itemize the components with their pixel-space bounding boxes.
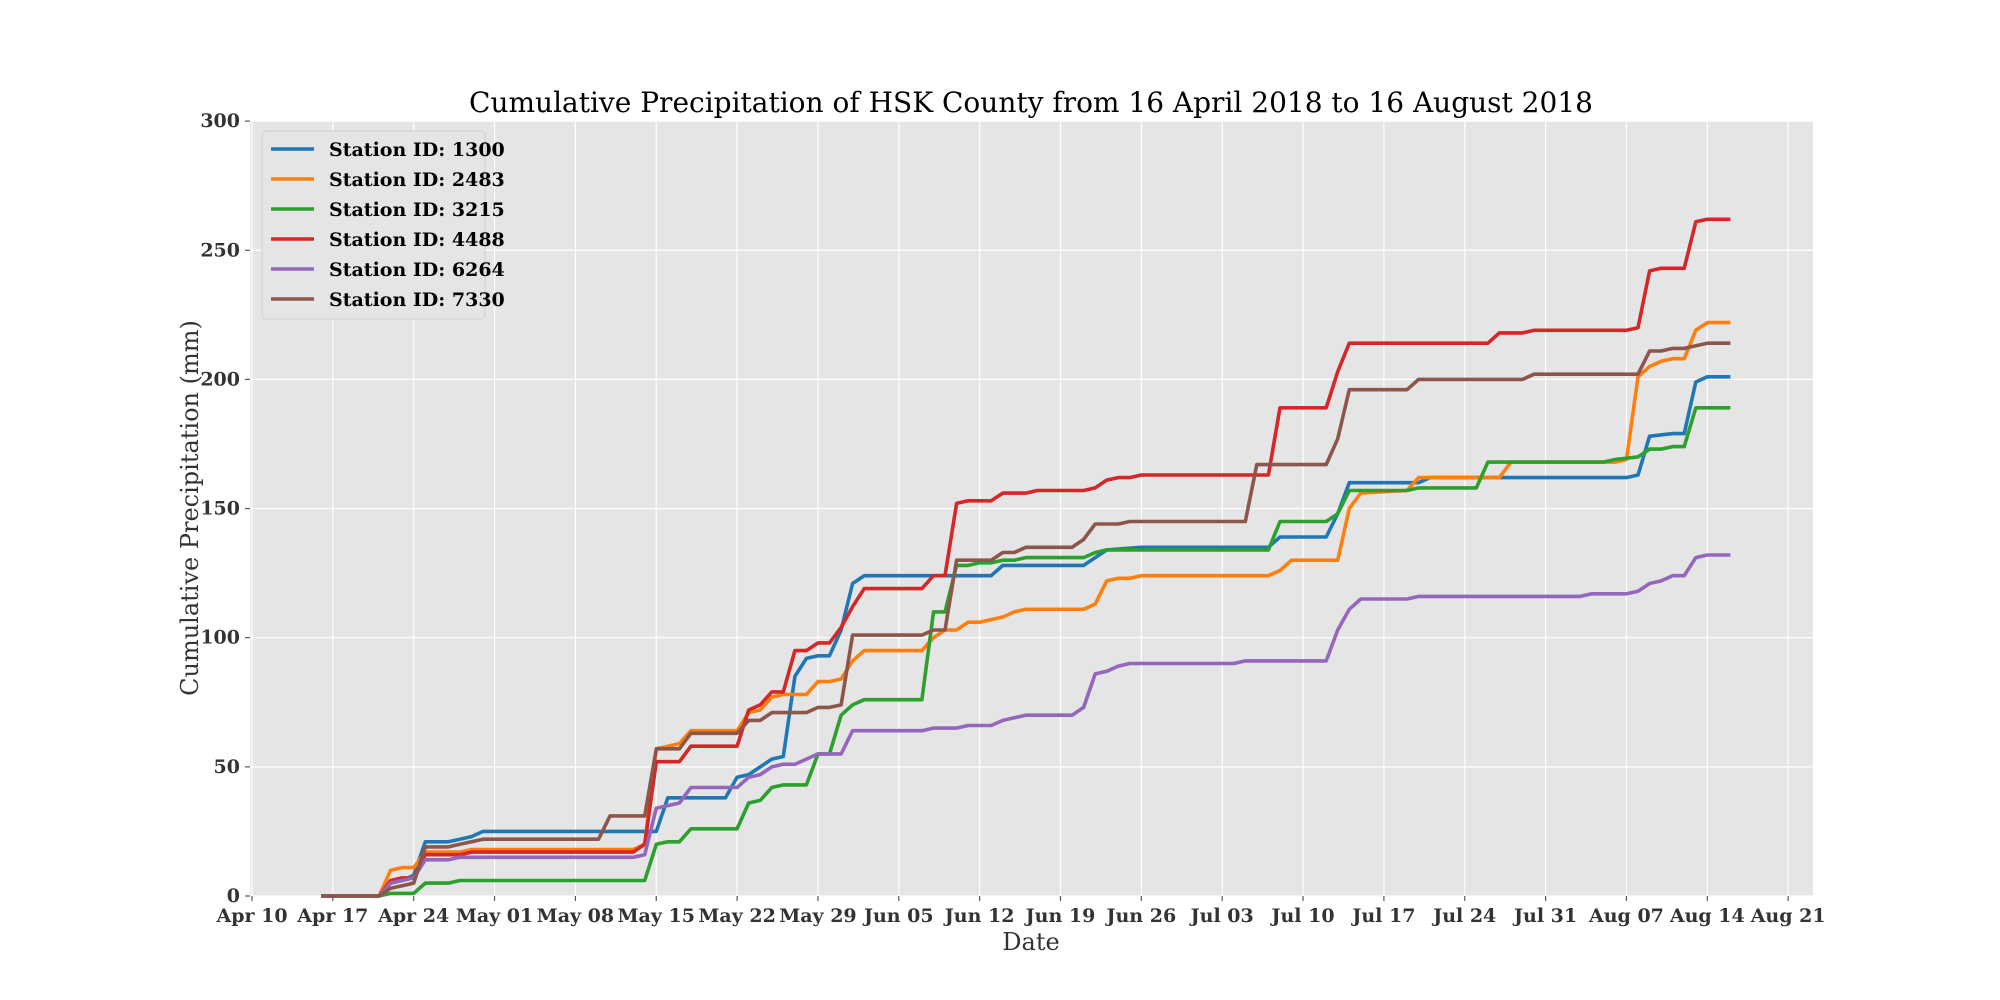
legend-label: Station ID: 4488 xyxy=(329,229,505,251)
x-tick-label: Jul 31 xyxy=(1512,905,1577,927)
series-lines xyxy=(321,217,1731,898)
x-tick-label: Jun 05 xyxy=(862,905,934,927)
x-tick-label: Aug 14 xyxy=(1669,905,1745,927)
x-tick-label: May 22 xyxy=(698,905,775,927)
legend-label: Station ID: 2483 xyxy=(329,169,505,191)
series-line-6264 xyxy=(321,553,1731,898)
series-line-4488 xyxy=(321,217,1731,898)
y-tick-label: 300 xyxy=(200,110,240,132)
x-tick-label: Jun 26 xyxy=(1105,905,1177,927)
x-tick-label: Aug 07 xyxy=(1588,905,1664,927)
x-axis-label: Date xyxy=(1002,928,1059,956)
x-tick-label: Aug 21 xyxy=(1750,905,1826,927)
y-tick-label: 100 xyxy=(200,627,240,649)
y-tick-label: 50 xyxy=(214,756,240,778)
legend: Station ID: 1300 Station ID: 2483 Station … xyxy=(261,130,505,320)
series-line-7330 xyxy=(321,341,1731,898)
x-tick-label: May 08 xyxy=(537,905,614,927)
x-axis-ticks: Apr 10 Apr 17 Apr 24 May 01 May 08 May 15 May … xyxy=(215,896,1826,927)
legend-label: Station ID: 6264 xyxy=(329,259,505,281)
chart-title: Cumulative Precipitation of HSK County f… xyxy=(469,86,1593,119)
x-tick-label: May 29 xyxy=(779,905,856,927)
legend-label: Station ID: 1300 xyxy=(329,139,505,161)
x-tick-label: Jun 12 xyxy=(943,905,1015,927)
x-tick-label: Apr 17 xyxy=(296,905,368,927)
x-tick-label: May 15 xyxy=(618,905,695,927)
y-tick-label: 200 xyxy=(200,368,240,390)
x-tick-label: Jul 17 xyxy=(1350,905,1415,927)
x-tick-label: Apr 24 xyxy=(377,905,449,927)
x-tick-label: Jul 24 xyxy=(1431,905,1496,927)
x-tick-label: Jul 10 xyxy=(1270,905,1335,927)
x-tick-label: Apr 10 xyxy=(215,905,287,927)
y-axis-label: Cumulative Precipitation (mm) xyxy=(176,320,204,696)
y-axis-ticks: 0 50 100 150 200 250 300 xyxy=(200,110,250,907)
y-tick-label: 150 xyxy=(200,498,240,520)
x-tick-label: Jun 19 xyxy=(1024,905,1096,927)
x-tick-label: May 01 xyxy=(456,905,533,927)
legend-label: Station ID: 3215 xyxy=(329,199,505,221)
y-tick-label: 250 xyxy=(200,239,240,261)
x-tick-label: Jul 03 xyxy=(1189,905,1254,927)
legend-label: Station ID: 7330 xyxy=(329,289,505,311)
y-tick-label: 0 xyxy=(227,885,240,907)
legend-box xyxy=(261,130,486,320)
